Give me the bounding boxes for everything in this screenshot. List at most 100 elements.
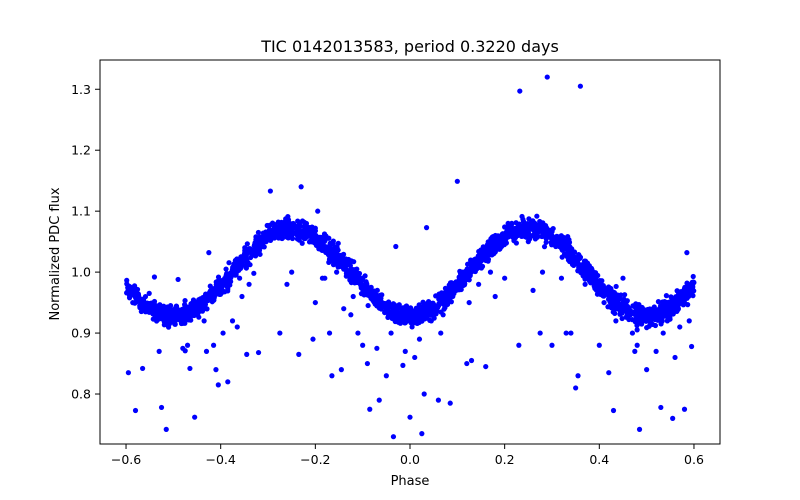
data-point (619, 315, 625, 322)
data-point (403, 306, 409, 313)
data-point (223, 280, 229, 286)
data-point (610, 309, 616, 315)
data-point (267, 188, 273, 194)
data-point (384, 301, 390, 307)
data-point (544, 74, 550, 80)
data-point (248, 247, 254, 254)
data-point (278, 231, 284, 238)
data-point (322, 275, 328, 281)
data-point (301, 219, 307, 225)
data-point (634, 311, 640, 318)
data-point (531, 232, 537, 238)
data-point (132, 407, 139, 414)
data-point (233, 267, 239, 273)
data-point (267, 233, 273, 239)
data-point (659, 318, 665, 324)
data-point (387, 312, 393, 319)
data-point (534, 213, 540, 219)
data-point (471, 259, 477, 265)
data-point (156, 348, 162, 354)
data-point (354, 279, 360, 286)
data-point (625, 308, 631, 315)
data-point (673, 294, 679, 300)
data-point (236, 262, 242, 268)
data-point (389, 303, 395, 309)
data-point (506, 230, 512, 237)
data-point (207, 283, 213, 289)
data-point (298, 184, 304, 190)
data-point (182, 302, 188, 308)
data-point (345, 262, 352, 268)
data-point (319, 247, 325, 253)
data-point (549, 342, 555, 348)
data-point (517, 88, 523, 94)
data-point (242, 249, 248, 256)
data-point (184, 307, 190, 313)
data-point (242, 257, 248, 264)
data-point (537, 222, 543, 229)
data-point (634, 342, 640, 348)
data-point (294, 227, 300, 233)
data-point (672, 354, 678, 361)
data-point (599, 278, 605, 284)
data-point (125, 370, 131, 376)
data-point (492, 293, 498, 300)
data-point (403, 310, 409, 316)
data-point (512, 229, 519, 236)
data-point (243, 264, 249, 270)
data-point (440, 312, 446, 318)
data-point (663, 293, 670, 299)
data-point (126, 295, 133, 301)
data-point (619, 303, 625, 309)
data-point (466, 299, 472, 306)
data-point (576, 251, 582, 258)
data-point (310, 336, 316, 342)
data-point (613, 283, 619, 290)
data-point (388, 330, 394, 336)
data-point (221, 289, 228, 295)
data-point (525, 239, 531, 245)
data-point (677, 324, 683, 330)
data-point (530, 222, 537, 228)
data-point (608, 285, 614, 292)
data-points (124, 74, 697, 440)
data-point (346, 272, 352, 278)
data-point (179, 311, 185, 317)
data-point (669, 296, 675, 302)
data-point (478, 265, 485, 271)
data-point (466, 277, 472, 283)
data-point (257, 237, 263, 243)
data-point (509, 220, 515, 226)
data-point (689, 343, 695, 350)
data-point (409, 318, 415, 324)
data-point (454, 178, 460, 184)
data-point (689, 282, 695, 288)
data-point (670, 415, 676, 421)
data-point (326, 330, 333, 336)
data-point (187, 365, 193, 372)
data-point (468, 357, 475, 364)
data-point (576, 265, 582, 271)
data-point (660, 330, 666, 336)
data-point (561, 251, 568, 257)
data-point (648, 312, 654, 318)
data-point (582, 281, 588, 287)
data-point (213, 286, 219, 292)
data-point (132, 285, 138, 292)
data-point (601, 299, 607, 306)
data-point (272, 222, 278, 228)
data-point (124, 277, 130, 283)
data-point (217, 287, 224, 294)
data-point (215, 274, 222, 280)
data-point (261, 234, 267, 241)
data-point (326, 235, 332, 241)
data-point (550, 235, 556, 242)
data-point (591, 281, 597, 287)
data-point (153, 305, 159, 311)
data-point (260, 230, 266, 236)
data-point (198, 306, 204, 312)
data-point (566, 250, 572, 257)
data-point (614, 292, 621, 298)
data-point (665, 309, 671, 315)
data-point (227, 282, 233, 288)
